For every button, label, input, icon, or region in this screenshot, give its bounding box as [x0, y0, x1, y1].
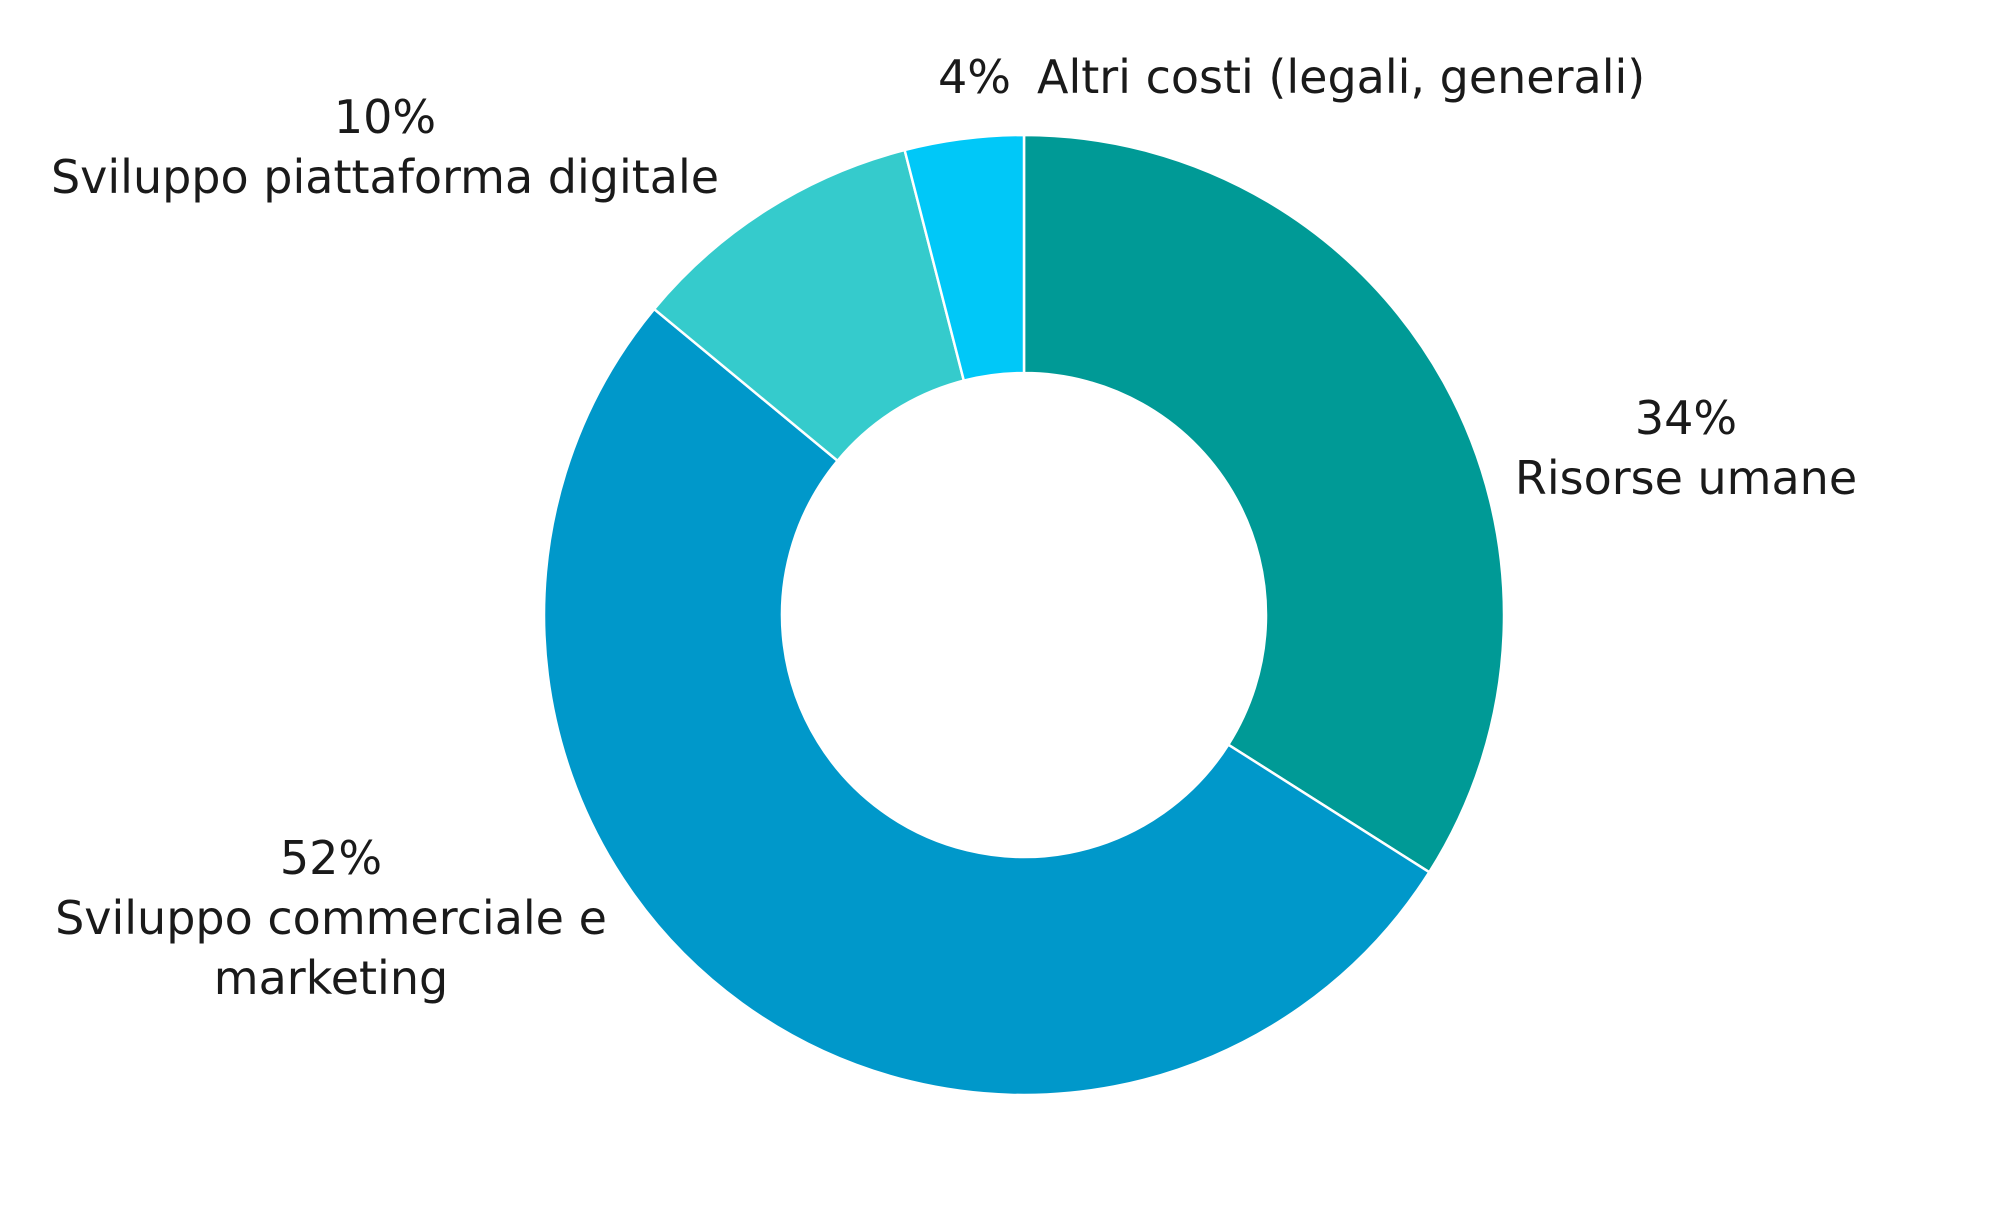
donut-labels: 34% Risorse umane 52% Sviluppo commerciale … [51, 50, 1857, 1005]
donut-slice [903, 133, 1026, 383]
donut-slice [542, 307, 1432, 1097]
slice-percent-label: 10% [334, 90, 436, 144]
donut-slice [652, 148, 966, 463]
slice-category-label: Altri costi (legali, generali) [1037, 50, 1645, 104]
donut-slices [542, 133, 1506, 1097]
slice-category-label: Sviluppo piattaforma digitale [51, 150, 719, 204]
donut-slice [1022, 133, 1506, 874]
slice-percent-label: 34% [1635, 391, 1737, 445]
slice-category-label: marketing [214, 951, 448, 1005]
slice-percent-label: 52% [280, 831, 382, 885]
slice-label: 4% Altri costi (legali, generali) [938, 50, 1645, 104]
slice-category-label: Risorse umane [1515, 451, 1857, 505]
slice-category-label: Sviluppo commerciale e [55, 891, 607, 945]
slice-percent-label: 4% [938, 50, 1011, 104]
